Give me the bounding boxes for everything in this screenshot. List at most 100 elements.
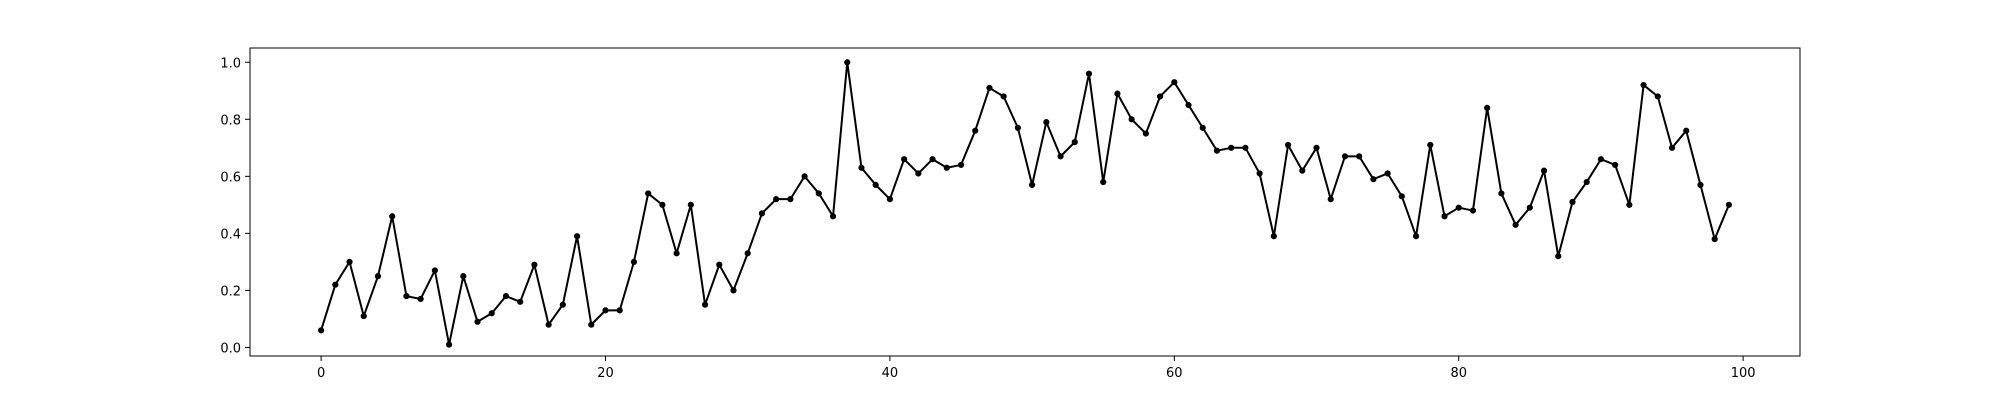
data-point	[630, 258, 638, 265]
series-points	[318, 59, 1733, 348]
series-line	[320, 61, 1730, 346]
data-point	[1242, 144, 1249, 151]
x-tick-label: 80	[1450, 366, 1467, 381]
data-point	[1199, 124, 1206, 131]
data-point	[1284, 141, 1292, 149]
data-point	[1555, 253, 1562, 260]
data-point	[1071, 139, 1078, 146]
data-point	[886, 196, 894, 203]
data-point	[360, 312, 367, 320]
data-point	[1384, 170, 1391, 177]
data-point	[1327, 196, 1334, 203]
data-point	[872, 181, 879, 188]
y-tick-label: 0.6	[220, 170, 241, 185]
data-point	[431, 267, 438, 274]
data-point	[758, 210, 766, 217]
data-point	[616, 307, 623, 314]
data-point	[1171, 79, 1178, 86]
y-tick-label: 0.0	[220, 341, 241, 356]
data-point	[829, 213, 837, 220]
data-point	[1142, 130, 1149, 137]
data-point	[1412, 233, 1420, 240]
data-point	[1683, 127, 1690, 134]
data-point	[1313, 144, 1320, 151]
data-point	[346, 258, 353, 265]
data-point	[815, 190, 822, 197]
data-point	[1427, 141, 1434, 149]
data-point	[1441, 213, 1448, 220]
data-point	[389, 213, 396, 220]
x-axis-ticks: 0 20 40 60 80 100	[317, 356, 1756, 381]
data-point	[673, 250, 680, 257]
data-point	[801, 173, 808, 180]
data-point	[1057, 153, 1064, 160]
data-point	[730, 287, 737, 294]
data-point	[1270, 233, 1277, 240]
data-point	[1498, 190, 1505, 197]
data-point	[403, 293, 410, 300]
data-point	[417, 295, 424, 303]
data-point	[1654, 93, 1661, 100]
data-point	[545, 321, 552, 328]
data-point	[1256, 170, 1263, 177]
data-point	[1612, 161, 1619, 169]
data-point	[1640, 81, 1647, 89]
data-point	[460, 273, 467, 280]
data-point	[645, 190, 652, 197]
x-tick-label: 20	[597, 366, 614, 381]
data-point	[1469, 207, 1477, 214]
data-point	[1029, 181, 1036, 188]
data-point	[602, 307, 609, 314]
data-point	[1156, 93, 1164, 100]
data-point	[701, 301, 709, 308]
data-point	[531, 261, 538, 268]
data-point	[1014, 124, 1021, 131]
data-point	[1583, 178, 1590, 186]
x-tick-label: 0	[317, 366, 325, 381]
data-point	[488, 310, 495, 317]
data-point	[1626, 201, 1633, 208]
x-tick-label: 100	[1731, 366, 1756, 381]
data-point	[517, 298, 524, 305]
data-point	[1484, 104, 1491, 111]
data-point	[1356, 153, 1363, 160]
y-tick-label: 1.0	[220, 56, 241, 71]
data-point	[1370, 176, 1377, 183]
data-point	[474, 318, 481, 325]
data-point	[1697, 181, 1704, 188]
data-point	[318, 327, 325, 334]
data-point	[744, 250, 751, 257]
data-point	[716, 261, 723, 268]
data-point	[844, 59, 851, 66]
data-point	[1213, 147, 1221, 154]
data-point	[773, 196, 780, 203]
data-point	[915, 170, 922, 177]
data-point	[1725, 201, 1733, 208]
data-point	[1185, 101, 1192, 109]
y-tick-label: 0.2	[220, 284, 241, 299]
data-point	[1540, 167, 1548, 174]
data-point	[972, 127, 979, 134]
data-point	[1512, 221, 1519, 228]
y-tick-label: 0.4	[220, 227, 241, 242]
data-point	[901, 156, 908, 163]
data-point	[986, 84, 993, 92]
data-point	[687, 201, 694, 208]
data-point	[445, 341, 453, 348]
data-point	[1569, 198, 1576, 206]
data-point	[1341, 153, 1349, 160]
data-point	[929, 156, 936, 163]
x-tick-label: 60	[1166, 366, 1183, 381]
data-point	[332, 281, 339, 288]
plot-area-frame	[249, 47, 1801, 357]
data-point	[1100, 178, 1107, 186]
data-point	[957, 161, 965, 169]
data-point	[1000, 93, 1007, 100]
data-point	[1085, 70, 1093, 77]
data-point	[1128, 116, 1135, 123]
data-point	[588, 321, 595, 328]
x-tick-label: 40	[882, 366, 899, 381]
data-point	[374, 273, 382, 280]
data-point	[1228, 144, 1235, 151]
